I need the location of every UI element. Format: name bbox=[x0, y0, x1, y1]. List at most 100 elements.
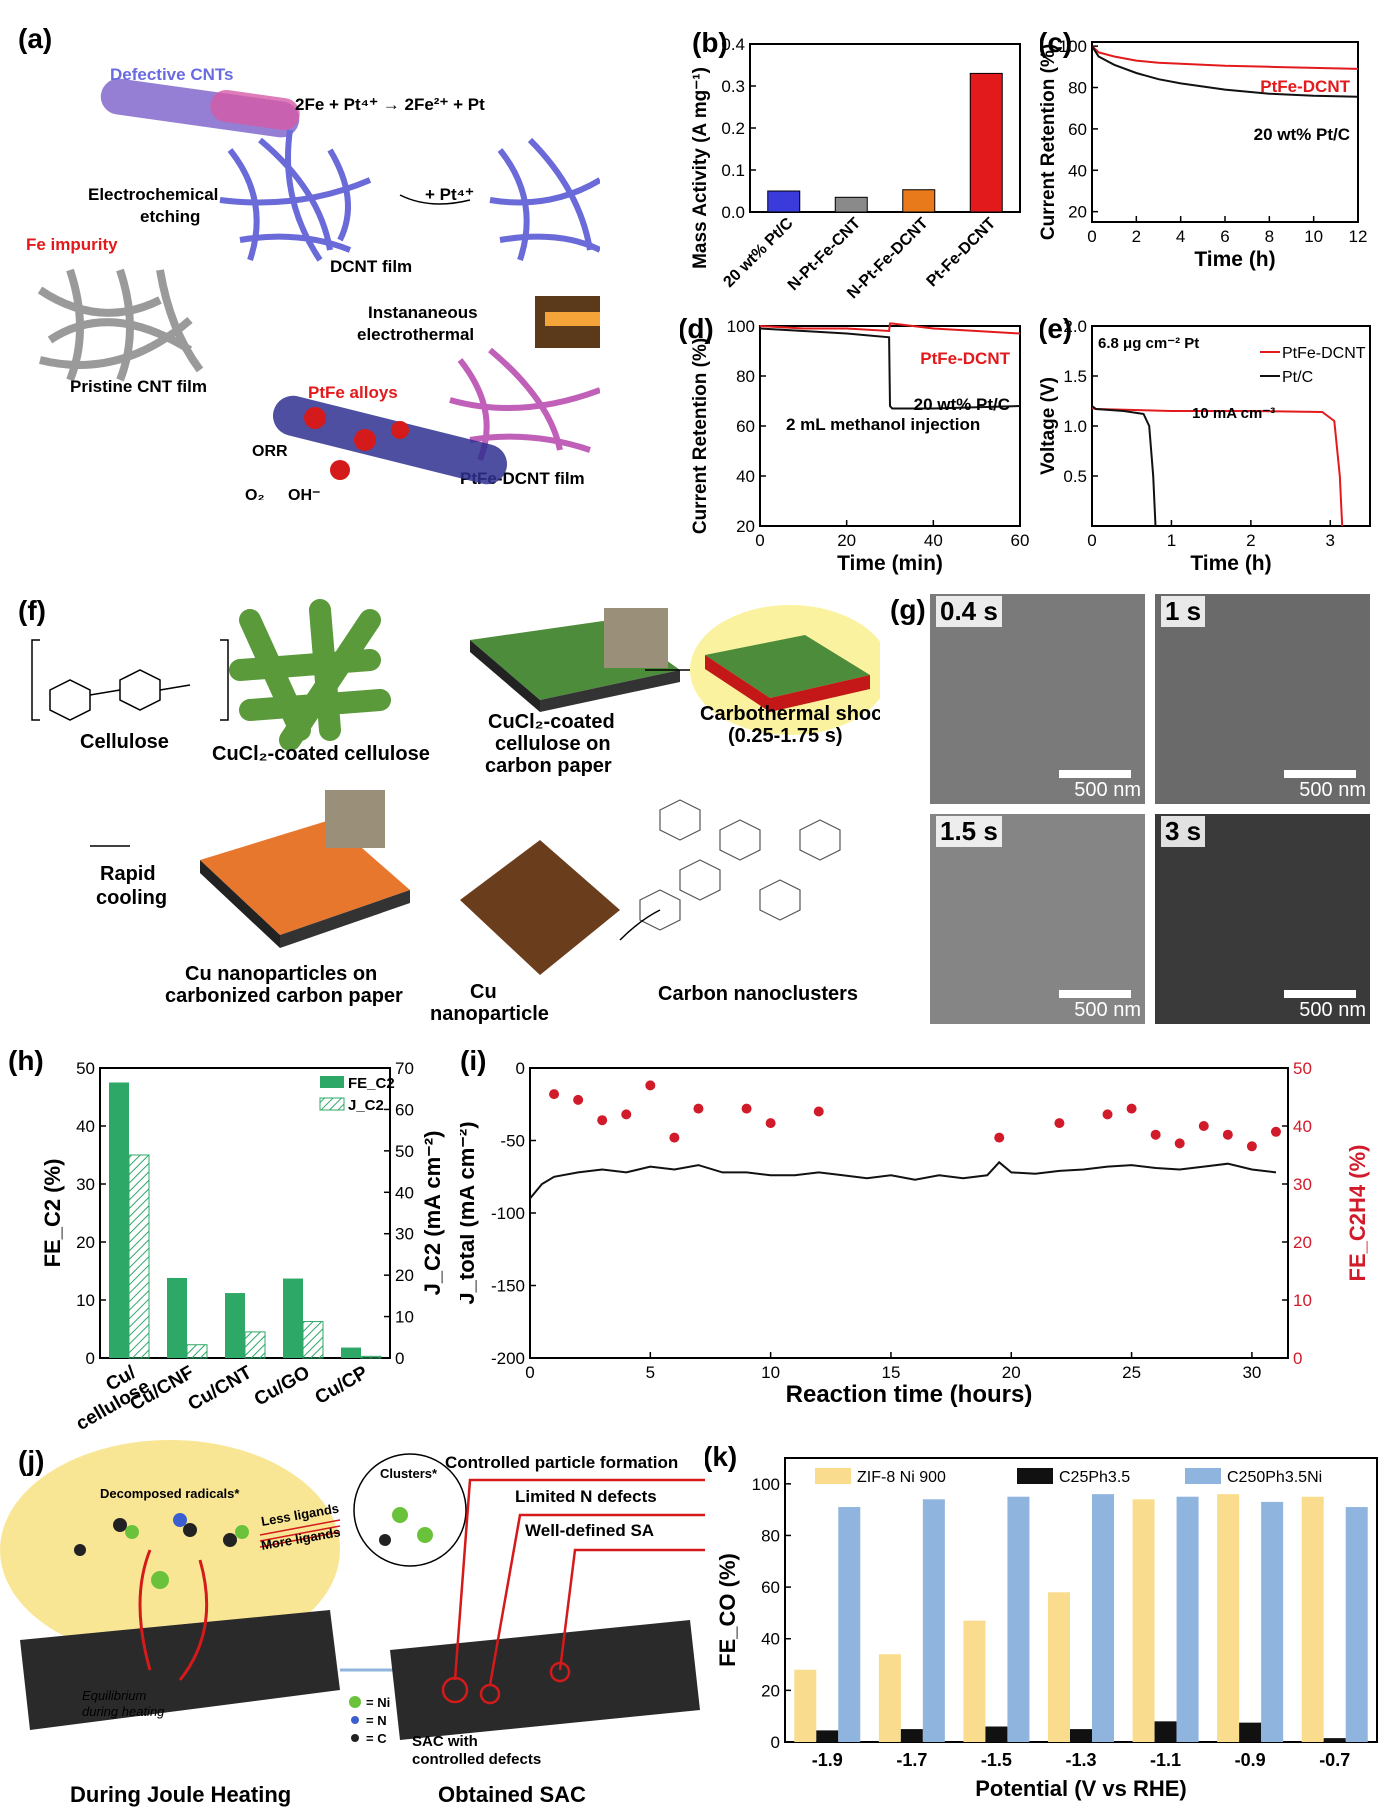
bar-j bbox=[244, 1331, 266, 1359]
y-tick-label: 20 bbox=[76, 1233, 95, 1252]
panel-f: (f) Cellulose CuCl₂-coated cellulose CuC… bbox=[0, 590, 894, 1030]
category-label: -1.3 bbox=[1065, 1750, 1096, 1770]
sac-line2: controlled defects bbox=[412, 1751, 541, 1768]
legend-swatch bbox=[815, 1468, 851, 1484]
x-tick-label: 10 bbox=[761, 1363, 780, 1382]
fe-impurity-label: Fe impurity bbox=[26, 235, 118, 254]
panel-g-label: (g) bbox=[890, 594, 926, 625]
y-axis-label: Current Retention (%) bbox=[1040, 44, 1059, 240]
scale-label: 500 nm bbox=[1074, 999, 1141, 1021]
x-tick-label: 15 bbox=[881, 1363, 900, 1382]
y-tick-label: 100 bbox=[752, 1475, 780, 1494]
y2-tick-label: 40 bbox=[395, 1183, 414, 1202]
y-tick-label: 0.2 bbox=[721, 119, 745, 138]
y-tick-label: 40 bbox=[761, 1630, 780, 1649]
defective-cnt-tube bbox=[100, 78, 300, 138]
fe-marker bbox=[597, 1115, 608, 1126]
decomposed-radicals bbox=[74, 1513, 249, 1589]
pristine-label: Pristine CNT film bbox=[70, 377, 207, 396]
panel-h: (h) 0 10 20 30 40 50 0 10 20 30 40 50 60 70 FE_C2 (%) J_… bbox=[0, 1040, 450, 1435]
annotation: 10 mA cm⁻³ bbox=[1192, 405, 1275, 422]
bar-fe bbox=[283, 1278, 303, 1358]
y2-tick-label: 10 bbox=[395, 1308, 414, 1327]
cellulose-structure bbox=[31, 639, 229, 721]
annotation: 2 mL methanol injection bbox=[786, 415, 980, 434]
plot-frame bbox=[784, 1457, 1378, 1743]
y2-axis-label: J_C2 (mA cm⁻²) bbox=[420, 1131, 445, 1296]
x-axis-label: Time (h) bbox=[1190, 552, 1271, 575]
cucl2-cellulose-label: CuCl₂-coated cellulose bbox=[212, 743, 430, 765]
y-tick-label: 100 bbox=[727, 318, 755, 336]
x-axis-label: Reaction time (hours) bbox=[786, 1381, 1033, 1408]
legend-label: C250Ph3.5Ni bbox=[1227, 1469, 1322, 1486]
legend-label: PtFe-DCNT bbox=[1282, 345, 1366, 362]
panel-k: (k) 0 20 40 60 80 100 FE_CO (%) Potential (V vs … bbox=[703, 1440, 1385, 1810]
cluster-dot bbox=[392, 1507, 408, 1523]
carbon-nanocluster-molecules bbox=[639, 799, 841, 931]
fe-marker bbox=[621, 1109, 632, 1120]
scale-label: 500 nm bbox=[1074, 779, 1141, 801]
y-tick-label: -100 bbox=[491, 1204, 525, 1223]
obtained-label: Obtained SAC bbox=[438, 1782, 586, 1807]
y-tick-label: 30 bbox=[76, 1175, 95, 1194]
category-label: Pt-Fe-DCNT bbox=[924, 215, 1000, 291]
pristine-cnt-film bbox=[37, 268, 204, 382]
x-tick-label: 0 bbox=[755, 531, 764, 550]
sem-time-label: 1.5 s bbox=[936, 816, 1002, 847]
cu-np-line1: Cu nanoparticles on bbox=[185, 963, 377, 985]
series-line bbox=[1091, 45, 1359, 98]
legend-label: J_C2 bbox=[348, 1097, 384, 1114]
bar bbox=[922, 1499, 945, 1742]
x-tick-label: 4 bbox=[1176, 227, 1185, 246]
fe-marker bbox=[669, 1132, 680, 1143]
dcnt-film-label: DCNT film bbox=[330, 257, 412, 276]
scale-bar bbox=[1284, 990, 1356, 998]
fe-marker bbox=[813, 1106, 824, 1117]
panel-a: (a) Defective CNTs DCNT film Electrochem… bbox=[0, 0, 615, 504]
arrow-icon bbox=[399, 194, 471, 205]
legend-label: ZIF-8 Ni 900 bbox=[857, 1469, 946, 1486]
x-tick-label: 20 bbox=[1002, 1363, 1021, 1382]
electrothermal-label: electrothermal bbox=[357, 325, 474, 344]
y-tick-label: 10 bbox=[76, 1291, 95, 1310]
panel-b-label: (b) bbox=[692, 27, 728, 58]
annotation: 6.8 μg cm⁻² Pt bbox=[1098, 335, 1199, 352]
x-tick-label: 12 bbox=[1349, 227, 1368, 246]
panel-f-schematic: (f) Cellulose CuCl₂-coated cellulose CuC… bbox=[18, 595, 894, 1025]
sem-time-label: 0.4 s bbox=[936, 596, 1002, 627]
x-axis-label: Time (min) bbox=[837, 552, 943, 575]
y-tick-label: 40 bbox=[76, 1117, 95, 1136]
cu-line1: Cu bbox=[470, 981, 497, 1003]
etching-label: etching bbox=[140, 207, 200, 226]
bar-j bbox=[186, 1344, 208, 1359]
y-tick-label: 1.5 bbox=[1063, 367, 1087, 386]
bar bbox=[1301, 1496, 1324, 1742]
y-tick-label: 80 bbox=[1068, 79, 1087, 98]
fe-marker bbox=[1174, 1138, 1185, 1149]
bar bbox=[878, 1654, 901, 1742]
x-tick-label: 2 bbox=[1132, 227, 1141, 246]
category-label: -1.5 bbox=[981, 1750, 1012, 1770]
category-label: Cu/CP bbox=[312, 1362, 372, 1409]
x-axis-label: Time (h) bbox=[1194, 248, 1275, 271]
bar bbox=[834, 196, 868, 213]
y-tick-label: 0.3 bbox=[721, 77, 745, 96]
graphene-sheet-left bbox=[20, 1610, 340, 1730]
cu-line2: nanoparticle bbox=[430, 1003, 549, 1025]
y-tick-label: 0 bbox=[516, 1059, 525, 1078]
y-tick-label: 1.0 bbox=[1063, 417, 1087, 436]
fe-marker bbox=[994, 1132, 1005, 1143]
legend-label: FE_C2 bbox=[348, 1075, 395, 1092]
panel-a-label: (a) bbox=[18, 23, 52, 54]
panel-k-label: (k) bbox=[705, 1441, 737, 1472]
red-arrow bbox=[178, 1559, 209, 1681]
y-tick-label: -150 bbox=[491, 1277, 525, 1296]
category-label: -1.9 bbox=[812, 1750, 843, 1770]
x-tick-label: 6 bbox=[1220, 227, 1229, 246]
category-label: 20 wt% Pt/C bbox=[720, 214, 796, 290]
during-label: During Joule Heating bbox=[70, 1782, 291, 1807]
y-tick-label: 0.0 bbox=[721, 203, 745, 222]
panel-a-schematic: (a) Defective CNTs DCNT film Electrochem… bbox=[18, 23, 615, 504]
y2-tick-label: 70 bbox=[395, 1059, 414, 1078]
bar-fe bbox=[341, 1347, 361, 1358]
